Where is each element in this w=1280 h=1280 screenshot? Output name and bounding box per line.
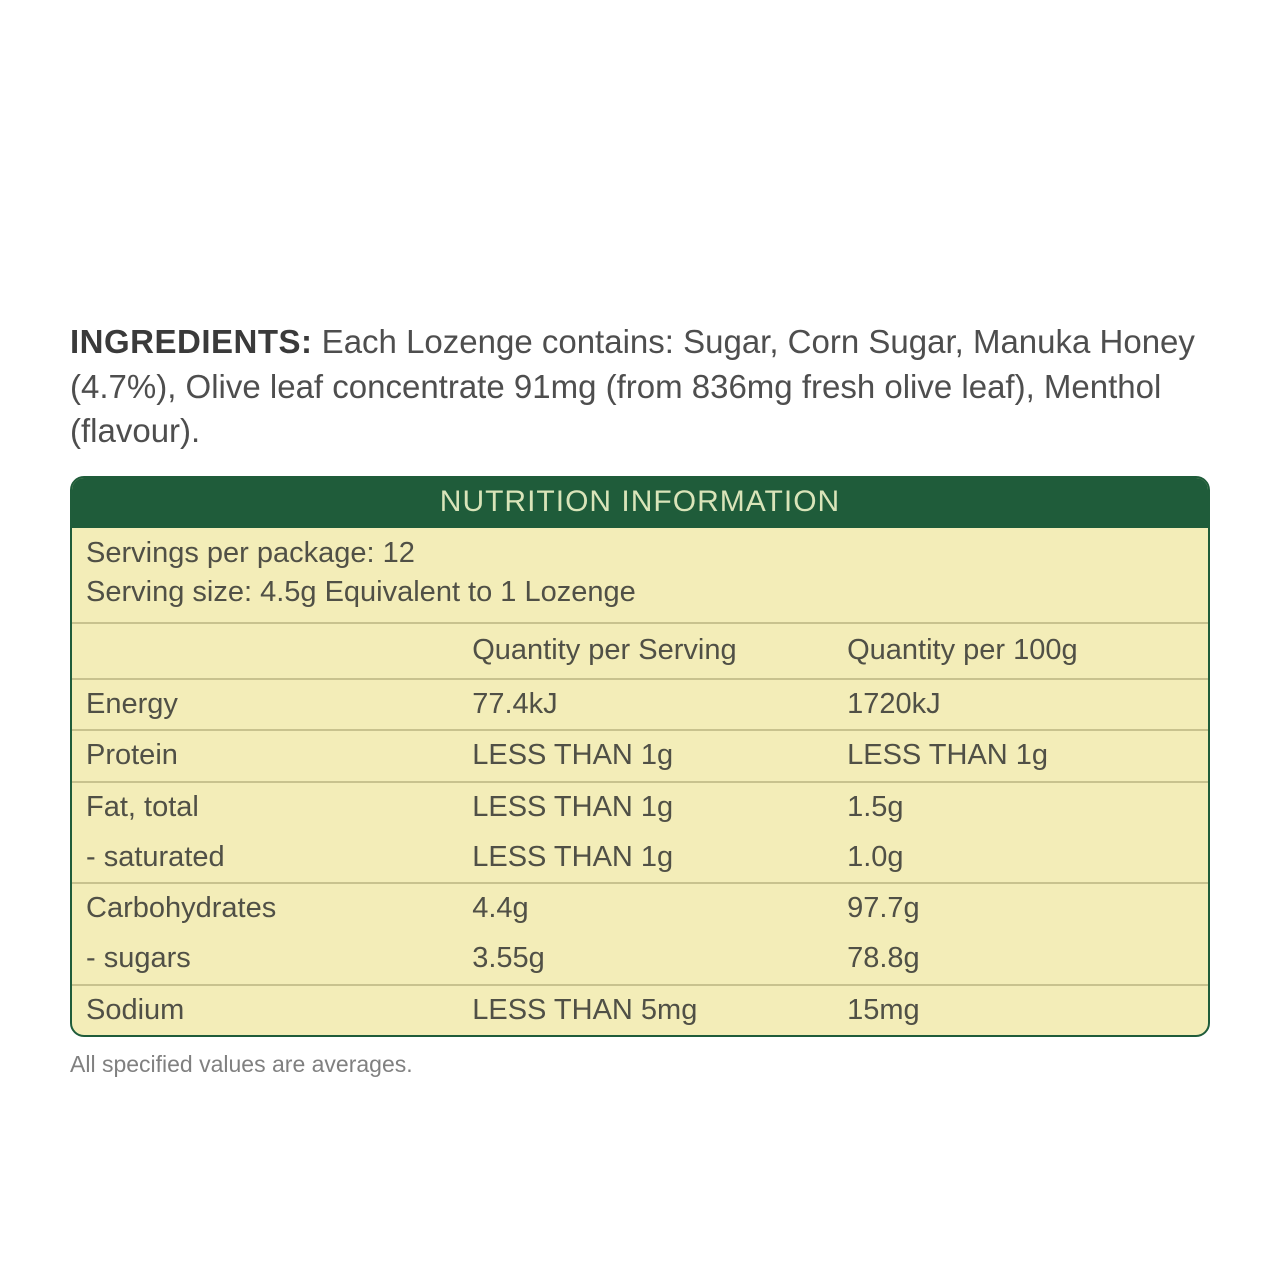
cell-per-serving: 77.4kJ xyxy=(458,679,833,731)
cell-per-serving: LESS THAN 5mg xyxy=(458,985,833,1036)
cell-nutrient: Fat, total xyxy=(72,782,458,833)
cell-per-100g: 15mg xyxy=(833,985,1208,1036)
cell-nutrient: Protein xyxy=(72,730,458,782)
cell-per-100g: 1.0g xyxy=(833,833,1208,884)
table-row: Energy 77.4kJ 1720kJ xyxy=(72,679,1208,731)
col-header-per-100g: Quantity per 100g xyxy=(833,624,1208,679)
ingredients-block: INGREDIENTS: Each Lozenge contains: Suga… xyxy=(70,320,1210,454)
nutrition-table: Quantity per Serving Quantity per 100g E… xyxy=(72,624,1208,1036)
cell-per-100g: 1.5g xyxy=(833,782,1208,833)
ingredients-label: INGREDIENTS: xyxy=(70,323,313,360)
cell-nutrient: Carbohydrates xyxy=(72,883,458,934)
cell-nutrient: Energy xyxy=(72,679,458,731)
cell-per-serving: LESS THAN 1g xyxy=(458,730,833,782)
cell-per-serving: 3.55g xyxy=(458,934,833,985)
table-row: Carbohydrates 4.4g 97.7g xyxy=(72,883,1208,934)
cell-per-100g: 97.7g xyxy=(833,883,1208,934)
cell-per-100g: 78.8g xyxy=(833,934,1208,985)
table-row: - saturated LESS THAN 1g 1.0g xyxy=(72,833,1208,884)
cell-per-serving: 4.4g xyxy=(458,883,833,934)
cell-per-serving: LESS THAN 1g xyxy=(458,833,833,884)
cell-per-serving: LESS THAN 1g xyxy=(458,782,833,833)
table-header-row: Quantity per Serving Quantity per 100g xyxy=(72,624,1208,679)
cell-nutrient: Sodium xyxy=(72,985,458,1036)
serving-size: Serving size: 4.5g Equivalent to 1 Lozen… xyxy=(86,573,1194,612)
page: INGREDIENTS: Each Lozenge contains: Suga… xyxy=(0,0,1280,1078)
col-header-nutrient xyxy=(72,624,458,679)
cell-per-100g: LESS THAN 1g xyxy=(833,730,1208,782)
servings-block: Servings per package: 12 Serving size: 4… xyxy=(72,528,1208,624)
cell-nutrient: - sugars xyxy=(72,934,458,985)
footnote: All specified values are averages. xyxy=(70,1051,1210,1078)
panel-title: NUTRITION INFORMATION xyxy=(72,478,1208,528)
servings-per-package: Servings per package: 12 xyxy=(86,534,1194,573)
cell-per-100g: 1720kJ xyxy=(833,679,1208,731)
table-row: Fat, total LESS THAN 1g 1.5g xyxy=(72,782,1208,833)
col-header-per-serving: Quantity per Serving xyxy=(458,624,833,679)
table-row: - sugars 3.55g 78.8g xyxy=(72,934,1208,985)
cell-nutrient: - saturated xyxy=(72,833,458,884)
nutrition-panel: NUTRITION INFORMATION Servings per packa… xyxy=(70,476,1210,1038)
table-row: Protein LESS THAN 1g LESS THAN 1g xyxy=(72,730,1208,782)
table-row: Sodium LESS THAN 5mg 15mg xyxy=(72,985,1208,1036)
